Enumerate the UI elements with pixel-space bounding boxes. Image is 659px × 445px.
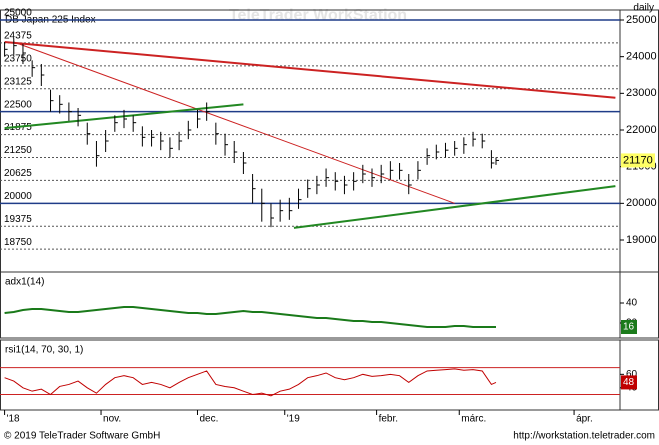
panel-title: adx1(14) — [5, 277, 44, 288]
level-label: 18750 — [4, 237, 32, 248]
url: http://workstation.teletrader.com — [513, 431, 655, 442]
y-tick-label: 23000 — [626, 87, 657, 99]
x-tick-label: '18 — [7, 414, 20, 425]
y-tick-label: 24000 — [626, 51, 657, 63]
x-tick-label: ápr. — [576, 414, 593, 425]
level-label: 20000 — [4, 191, 32, 202]
y-tick-label: 20000 — [626, 197, 657, 209]
level-label: 23750 — [4, 53, 32, 64]
copyright: © 2019 TeleTrader Software GmbH — [4, 431, 160, 442]
level-label: 24375 — [4, 31, 32, 42]
last-value-label: 48 — [623, 377, 635, 388]
y-tick-label: 25000 — [626, 14, 657, 26]
level-label: 19375 — [4, 214, 32, 225]
level-label: 23125 — [4, 76, 32, 87]
last-value-label: 21170 — [623, 154, 653, 166]
x-tick-label: nov. — [103, 414, 121, 425]
last-value-tag — [621, 375, 637, 390]
x-tick-label: márc. — [461, 414, 486, 425]
x-tick-label: dec. — [199, 414, 218, 425]
trendline — [4, 40, 616, 99]
y-tick-label: 22000 — [626, 124, 657, 136]
level-label: 22500 — [4, 99, 32, 110]
level-label: 20625 — [4, 168, 32, 179]
period-label: daily — [633, 3, 654, 14]
last-value-tag — [621, 153, 655, 168]
indicator-line — [4, 306, 496, 328]
level-label: 25000 — [4, 8, 32, 19]
level-label: 21250 — [4, 145, 32, 156]
indicator-line — [4, 368, 497, 397]
y-tick-label: 60 — [626, 369, 638, 380]
x-tick-label: '19 — [287, 414, 300, 425]
y-tick-label: 19000 — [626, 234, 657, 246]
x-tick-label: febr. — [379, 414, 398, 425]
panel-title: rsi1(14, 70, 30, 1) — [5, 345, 83, 356]
trendline — [293, 185, 616, 229]
y-tick-label: 40 — [626, 298, 638, 309]
last-value-label: 16 — [623, 322, 635, 333]
last-value-tag — [621, 320, 637, 334]
